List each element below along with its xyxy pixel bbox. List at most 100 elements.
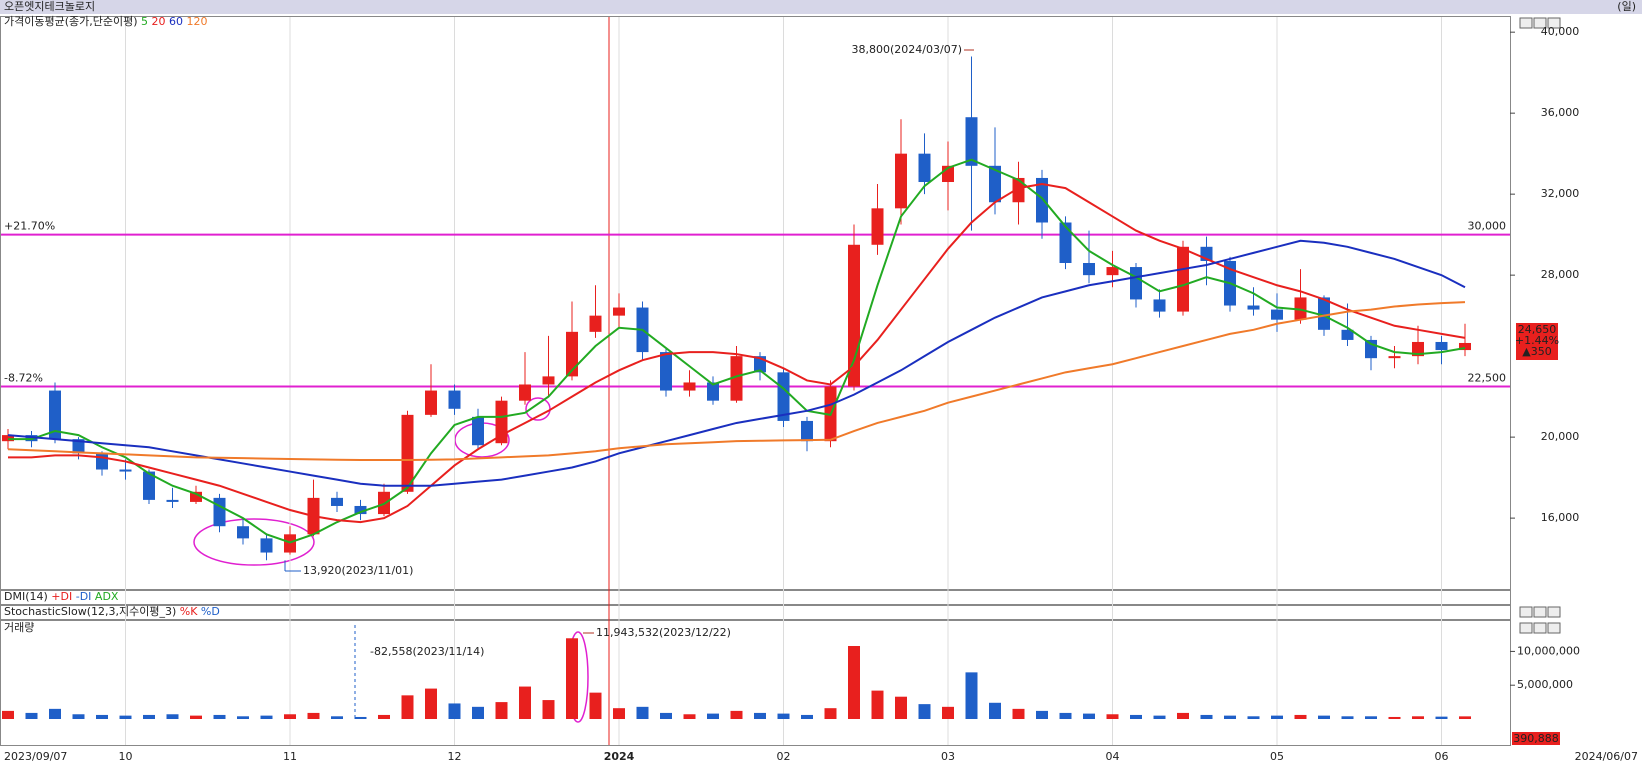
candle-body — [237, 526, 249, 539]
candle-body — [143, 471, 155, 500]
volume-bar — [613, 708, 625, 719]
candle-body — [1083, 262, 1095, 276]
annotation: 11,943,532(2023/12/22) — [596, 626, 731, 639]
candle-body — [1388, 356, 1401, 359]
volume-bar — [1341, 716, 1354, 719]
volume-bar — [1365, 716, 1377, 719]
volume-bar — [1388, 716, 1401, 719]
x-tick-label: 12 — [448, 750, 462, 763]
panel-item: %D — [201, 605, 220, 618]
candle-body — [871, 208, 884, 245]
volume-bar — [495, 702, 508, 719]
volume-bar — [2, 710, 14, 719]
x-tick-label: 06 — [1435, 750, 1449, 763]
candle-body — [448, 390, 461, 409]
volume-bar — [707, 713, 719, 719]
candle-body — [1435, 341, 1448, 351]
x-tick-label: 11 — [283, 750, 297, 763]
panel-name: DMI(14) — [4, 590, 48, 603]
candle-body — [354, 505, 367, 515]
volume-bar — [25, 712, 38, 719]
y-tick-label: 32,000 — [1541, 187, 1580, 200]
volume-bar — [801, 714, 813, 719]
annotation: 38,800(2024/03/07) — [852, 43, 962, 56]
volume-bar — [730, 710, 743, 719]
candle-body — [918, 153, 931, 183]
y-tick-label: 40,000 — [1541, 25, 1580, 38]
volume-bar — [166, 714, 179, 719]
candle-body — [1012, 177, 1025, 203]
candle-body — [213, 497, 226, 527]
candle-body — [119, 469, 132, 472]
volume-bar — [1083, 713, 1095, 719]
y-tick-label: 10,000,000 — [1517, 644, 1580, 657]
annotation: 13,920(2023/11/01) — [303, 564, 413, 577]
volume-bar — [965, 672, 978, 719]
candle-body — [1412, 341, 1424, 357]
volume-bar — [848, 646, 860, 719]
volume-bar — [754, 712, 766, 719]
ma-line — [8, 158, 1466, 544]
volume-bar — [378, 714, 390, 719]
ma-line — [7, 239, 1466, 487]
volume-bar — [1106, 714, 1119, 719]
volume-bar — [284, 714, 296, 719]
candle-body — [707, 382, 719, 401]
volume-bar — [895, 696, 907, 719]
legend: 가격이동평균(종가,단순이평) 5 20 60 120 — [4, 15, 208, 28]
volume-bar — [1012, 708, 1025, 719]
y-tick-label: 5,000,000 — [1517, 678, 1573, 691]
volume-bar — [1247, 716, 1260, 719]
volume-bar — [589, 692, 602, 719]
volume-bar — [448, 703, 461, 719]
candle-body — [2, 435, 14, 442]
candle-body — [260, 538, 273, 553]
candle-body — [683, 382, 696, 391]
legend-entry: 60 — [169, 15, 183, 28]
level-pct: -8.72% — [4, 372, 43, 385]
candle-body — [542, 376, 555, 385]
y-tick-label: 20,000 — [1541, 430, 1580, 443]
ma-line — [7, 301, 1466, 462]
volume-bar — [1177, 712, 1189, 719]
candle-body — [1059, 222, 1072, 263]
chart-title: 오픈엣지테크놀로지 — [4, 0, 95, 13]
volume-bar — [1200, 714, 1213, 719]
volume-bar — [1412, 716, 1424, 719]
volume-bar — [190, 715, 202, 719]
volume-bar — [1130, 714, 1142, 719]
candle-body — [472, 416, 484, 446]
volume-bar — [566, 638, 578, 719]
volume-bar — [307, 712, 320, 719]
volume-bar — [777, 713, 790, 719]
candle-body — [401, 414, 414, 492]
volume-bar — [1271, 715, 1283, 719]
x-tick-label: 05 — [1270, 750, 1284, 763]
volume-bar — [918, 704, 931, 719]
candle-body — [1459, 342, 1471, 351]
candle-body — [96, 453, 108, 470]
volume-bar — [472, 706, 484, 719]
level-label: 30,000 — [1468, 220, 1507, 233]
panel-title: DMI(14) +DI -DI ADX — [4, 590, 119, 603]
candle-body — [589, 315, 602, 332]
panel-title: StochasticSlow(12,3,지수이평_3) %K %D — [4, 605, 220, 618]
volume-panel — [0, 620, 1511, 746]
period-label: (일) — [1617, 0, 1636, 13]
candle-body — [895, 153, 907, 209]
volume-box — [1512, 732, 1560, 745]
price-box-diff: ▲350 — [1522, 345, 1551, 358]
candle-body — [1294, 297, 1307, 320]
volume-bar — [1224, 715, 1236, 719]
volume-bar — [942, 706, 954, 719]
candle-body — [425, 390, 437, 415]
y-tick-label: 36,000 — [1541, 106, 1580, 119]
x-tick-label: 2023/09/07 — [4, 750, 67, 763]
candle-body — [331, 497, 343, 506]
candle-body — [519, 384, 531, 401]
x-tick-label: 03 — [941, 750, 955, 763]
level-label: 22,500 — [1468, 372, 1507, 385]
x-tick-label: 2024 — [604, 750, 635, 763]
candle-body — [660, 352, 672, 391]
candle-body — [166, 499, 179, 502]
